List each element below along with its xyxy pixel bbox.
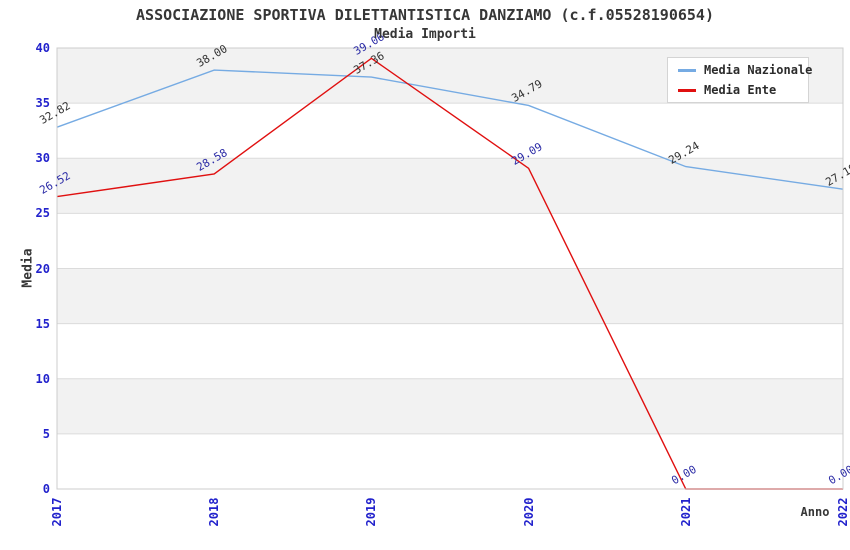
legend: Media Nazionale Media Ente (667, 57, 812, 103)
plot-band (57, 213, 843, 269)
legend-entry-nazionale: Media Nazionale (678, 63, 812, 77)
plot-band (57, 378, 843, 434)
plot-border (56, 47, 844, 490)
legend-line-swatch-icon (678, 68, 696, 72)
plot-band (57, 268, 843, 324)
x-axis-title: Anno (800, 505, 830, 519)
plot-band (57, 323, 843, 379)
plot-band (57, 158, 843, 214)
series-line-nazionale (56, 69, 844, 190)
legend-label: Media Nazionale (704, 63, 813, 77)
chart-subtitle: Media Importi (374, 27, 476, 42)
legend-entry-ente: Media Ente (678, 83, 808, 97)
legend-label: Media Ente (704, 83, 777, 97)
plot-band (57, 103, 843, 159)
chart-title: ASSOCIAZIONE SPORTIVA DILETTANTISTICA DA… (136, 6, 714, 24)
y-axis-title: Media (20, 248, 36, 288)
plot-band (57, 433, 843, 489)
legend-line-swatch-icon (678, 88, 696, 92)
